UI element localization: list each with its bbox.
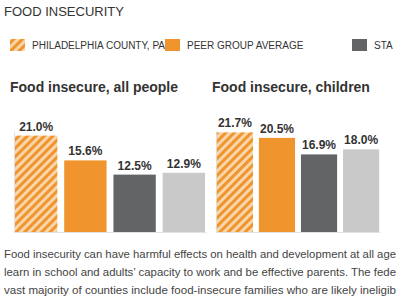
paragraph-line: vast majority of counties include food-i… bbox=[4, 284, 396, 296]
paragraph: Food insecurity can have harmful effects… bbox=[4, 248, 396, 296]
bar bbox=[113, 175, 155, 232]
data-labels: 21.0% 15.6% 12.5% 12.9% bbox=[19, 120, 201, 173]
y-axis-line bbox=[14, 132, 15, 233]
chart-title: Food insecure, children bbox=[212, 79, 370, 95]
bar bbox=[217, 132, 253, 232]
data-label: 21.0% bbox=[19, 120, 53, 134]
chart: PHILADELPHIA COUNTY, PA PEER GROUP AVERAG… bbox=[10, 39, 393, 233]
legend-swatch bbox=[165, 39, 180, 51]
data-label: 21.7% bbox=[218, 116, 252, 130]
legend-swatch bbox=[352, 39, 367, 51]
legend-label: STA bbox=[374, 40, 393, 51]
y-axis bbox=[14, 132, 15, 233]
data-label: 16.9% bbox=[302, 138, 336, 152]
legend-label: PHILADELPHIA COUNTY, PA bbox=[32, 40, 165, 51]
data-labels: 21.7% 20.5% 16.9% 18.0% bbox=[218, 116, 379, 152]
bar bbox=[163, 173, 205, 232]
legend-label: PEER GROUP AVERAGE bbox=[187, 40, 304, 51]
chart-title: Food insecure, all people bbox=[10, 79, 178, 95]
chart: Food insecure, children 21.7% 20.5% 16.9% 18… bbox=[212, 79, 381, 233]
legend-swatch bbox=[10, 39, 25, 51]
bar bbox=[64, 160, 106, 232]
legend: PHILADELPHIA COUNTY, PA PEER GROUP AVERAG… bbox=[10, 39, 393, 51]
paragraph-line: learn in school and adults’ capacity to … bbox=[4, 266, 396, 278]
data-label: 12.9% bbox=[167, 157, 201, 171]
bars bbox=[15, 136, 205, 232]
data-label: 18.0% bbox=[344, 133, 378, 147]
bar bbox=[259, 138, 295, 232]
data-label: 12.5% bbox=[118, 159, 152, 173]
bar bbox=[15, 136, 57, 232]
bars bbox=[217, 132, 379, 232]
page: FOOD INSECURITY PHILADELPHIA COUNTY, PA PE… bbox=[0, 0, 400, 300]
data-label: 15.6% bbox=[68, 144, 102, 158]
bar bbox=[343, 149, 379, 232]
data-label: 20.5% bbox=[260, 122, 294, 136]
header: FOOD INSECURITY bbox=[4, 4, 124, 19]
paragraph-line: Food insecurity can have harmful effects… bbox=[4, 248, 396, 260]
bar bbox=[301, 154, 337, 232]
x-axis-line bbox=[15, 232, 207, 233]
x-axis-line bbox=[217, 232, 381, 233]
